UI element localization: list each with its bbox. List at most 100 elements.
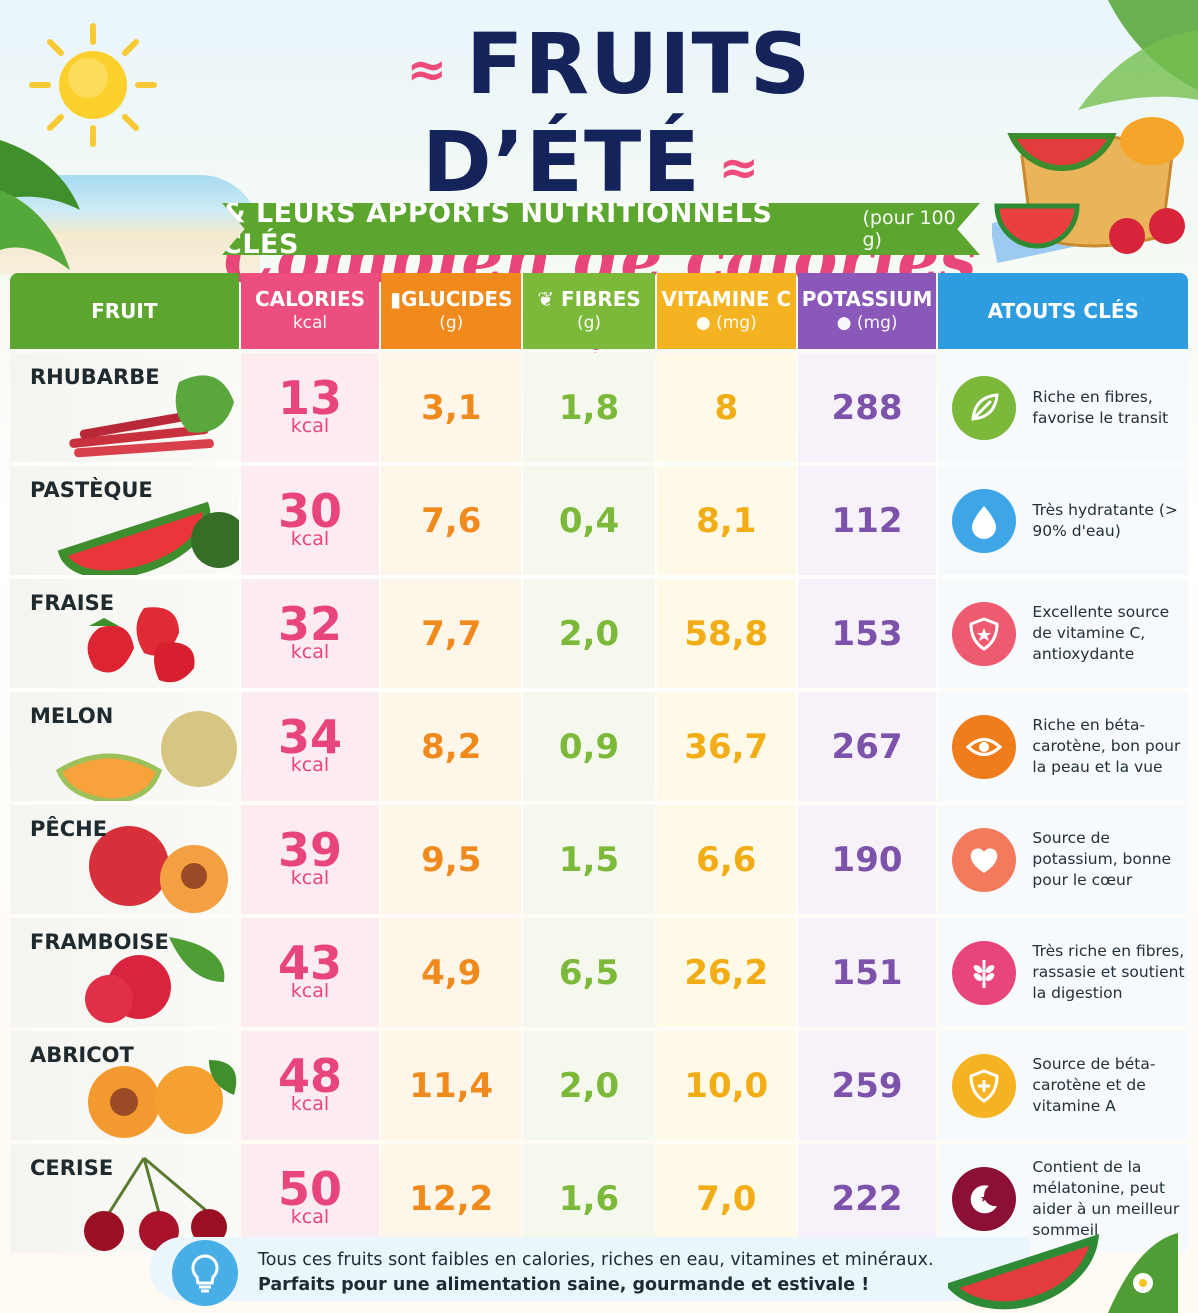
- glucides-value: 8,2: [381, 692, 522, 801]
- title-text: FRUITS D’ÉTÉ: [422, 15, 812, 212]
- fibres-value: 1,8: [523, 353, 655, 462]
- calories-value: 43: [277, 935, 342, 990]
- calories-value: 50: [277, 1161, 342, 1216]
- fruit-illustration: [87, 607, 195, 683]
- page-title: ≈ FRUITS D’ÉTÉ ≈: [200, 18, 1000, 214]
- fruit-illustration: [88, 826, 228, 913]
- fruit-cell: FRAISE: [10, 579, 239, 688]
- calories-cell: 43 kcal: [240, 918, 380, 1027]
- atout-text: Très hydratante (> 90% d'eau): [1032, 500, 1178, 540]
- footer-line2: Parfaits pour une alimentation saine, go…: [258, 1275, 870, 1295]
- calories-cell: 50 kcal: [240, 1144, 380, 1253]
- table-row: ABRICOT 48 kcal 11,4 2,0 10,0 259 Source…: [10, 1031, 1189, 1140]
- header-calories-unit: kcal: [292, 313, 328, 333]
- atout-text: Riche en fibres, favorise le transit: [1032, 387, 1169, 427]
- fibres-value: 1,6: [523, 1144, 655, 1253]
- atout-cell: Très riche en fibres, rassasie et soutie…: [938, 918, 1189, 1027]
- fruit-illustration: [87, 1060, 236, 1138]
- ribbon-unit-text: (pour 100 g): [862, 207, 956, 251]
- fruit-name: CERISE: [30, 1156, 114, 1180]
- calories-cell: 39 kcal: [240, 805, 380, 914]
- deco-dash-right: ≈: [718, 140, 760, 197]
- vitamine-value: 8,1: [656, 466, 796, 575]
- table-row: CERISE 50 kcal 12,2 1,6 7,0 222 Contient…: [10, 1144, 1189, 1253]
- calories-value: 32: [277, 596, 342, 651]
- header-atouts: ATOUTS CLÉS: [938, 273, 1189, 349]
- calories-value: 13: [277, 370, 342, 425]
- calories-unit: kcal: [290, 866, 330, 889]
- atout-text: Source de béta-carotène et de vitamine A: [1032, 1055, 1156, 1115]
- header-potassium-label: POTASSIUM: [801, 287, 933, 311]
- header-calories-label: CALORIES: [254, 287, 366, 311]
- subtitle-ribbon: & LEURS APPORTS NUTRITIONNELS CLÉS (pour…: [222, 203, 980, 255]
- atout-cell: Source de potassium, bonne pour le cœur: [938, 805, 1189, 914]
- footer-text: Tous ces fruits sont faibles en calories…: [258, 1248, 934, 1298]
- wheat-icon: [952, 940, 1017, 1005]
- glucides-value: 3,1: [381, 353, 522, 462]
- vitamine-value: 58,8: [656, 579, 796, 688]
- calories-value: 48: [277, 1048, 342, 1103]
- fruit-cell: MELON: [10, 692, 239, 801]
- header-fruit: FRUIT: [10, 273, 239, 349]
- glucides-value: 4,9: [381, 918, 522, 1027]
- header-calories: CALORIES kcal: [240, 273, 380, 349]
- header-glucides: ▮GLUCIDES (g): [381, 273, 522, 349]
- potassium-value: 190: [797, 805, 937, 914]
- calories-unit: kcal: [290, 640, 330, 663]
- vitamine-value: 8: [656, 353, 796, 462]
- fruit-name: PASTÈQUE: [30, 478, 153, 502]
- fruit-illustration: [55, 711, 237, 801]
- fibres-value: 6,5: [523, 918, 655, 1027]
- footer-line1: Tous ces fruits sont faibles en calories…: [258, 1250, 934, 1270]
- atout-cell: Source de béta-carotène et de vitamine A: [938, 1031, 1189, 1140]
- calories-value: 39: [277, 822, 342, 877]
- heart-icon: [952, 827, 1017, 892]
- potassium-value: 222: [797, 1144, 937, 1253]
- atout-text: Très riche en fibres, rassasie et soutie…: [1032, 942, 1185, 1002]
- lightbulb-icon: [172, 1240, 238, 1306]
- table-body: RHUBARBE 13 kcal 3,1 1,8 8 288 Riche en …: [10, 353, 1189, 1253]
- potassium-value: 153: [797, 579, 937, 688]
- calories-unit: kcal: [290, 1092, 330, 1115]
- glucides-value: 11,4: [381, 1031, 522, 1140]
- fruit-name: MELON: [30, 704, 114, 728]
- atout-cell: Contient de la mélatonine, peut aider à …: [938, 1144, 1189, 1253]
- fruit-basket-icon: [992, 117, 1185, 264]
- eye-icon: [952, 714, 1017, 779]
- calories-value: 34: [277, 709, 342, 764]
- table-row: MELON 34 kcal 8,2 0,9 36,7 267 Riche en …: [10, 692, 1189, 801]
- leaf-icon: [952, 375, 1017, 440]
- header-atouts-label: ATOUTS CLÉS: [987, 299, 1139, 323]
- deco-dash-left: ≈: [406, 42, 448, 99]
- fruit-cell: ABRICOT: [10, 1031, 239, 1140]
- header-fruit-label: FRUIT: [91, 299, 158, 323]
- vitamine-value: 7,0: [656, 1144, 796, 1253]
- calories-cell: 13 kcal: [240, 353, 380, 462]
- vitamine-value: 26,2: [656, 918, 796, 1027]
- header-potassium: POTASSIUM ● (mg): [797, 273, 937, 349]
- table-row: PASTÈQUE 30 kcal 7,6 0,4 8,1 112 Très hy…: [10, 466, 1189, 575]
- fruit-name: FRAMBOISE: [30, 930, 169, 954]
- calories-unit: kcal: [290, 1205, 330, 1228]
- calories-value: 30: [277, 483, 342, 538]
- fibres-value: 0,4: [523, 466, 655, 575]
- header-glucides-label: ▮GLUCIDES: [390, 287, 513, 311]
- vitamine-value: 36,7: [656, 692, 796, 801]
- watermelon-slice-icon: [948, 1233, 1178, 1313]
- header-vitamine-unit: ● (mg): [696, 311, 757, 335]
- fruit-cell: PÊCHE: [10, 805, 239, 914]
- fruit-cell: CERISE: [10, 1144, 239, 1253]
- calories-unit: kcal: [290, 753, 330, 776]
- table-row: FRAISE 32 kcal 7,7 2,0 58,8 153 Excellen…: [10, 579, 1189, 688]
- glucides-value: 12,2: [381, 1144, 522, 1253]
- header-fibres-unit: (g): [577, 313, 602, 333]
- table-header-row: FRUIT CALORIES kcal ▮GLUCIDES (g) ❦ FIBR…: [10, 273, 1189, 349]
- mineral-icon: ●: [836, 313, 857, 333]
- calories-cell: 48 kcal: [240, 1031, 380, 1140]
- glucides-value: 7,6: [381, 466, 522, 575]
- table-row: PÊCHE 39 kcal 9,5 1,5 6,6 190 Source de …: [10, 805, 1189, 914]
- header-potassium-unit: ● (mg): [837, 311, 898, 335]
- header-fibres: ❦ FIBRES (g): [523, 273, 655, 349]
- atout-cell: Riche en béta-carotène, bon pour la peau…: [938, 692, 1189, 801]
- atout-cell: Très hydratante (> 90% d'eau): [938, 466, 1189, 575]
